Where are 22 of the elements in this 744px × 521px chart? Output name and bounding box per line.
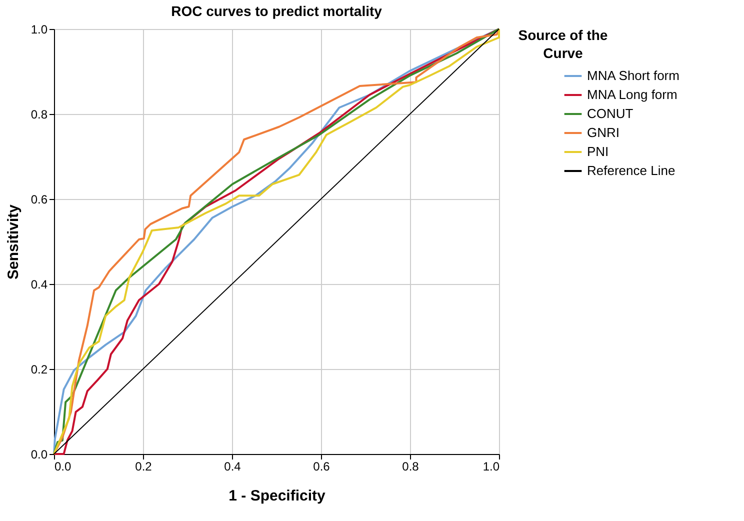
chart-title: ROC curves to predict mortality (171, 3, 382, 19)
legend-label: MNA Short form (587, 68, 680, 83)
legend-label: CONUT (587, 106, 634, 121)
legend-label: GNRI (587, 125, 620, 140)
x-tick-label: 1.0 (482, 460, 500, 474)
legend-label: MNA Long form (587, 87, 678, 102)
y-tick-label: 1.0 (30, 22, 48, 36)
y-tick-label: 0.0 (30, 448, 48, 462)
y-tick-label: 0.8 (30, 108, 48, 122)
x-tick-label: 0.0 (54, 460, 72, 474)
x-tick-label: 0.4 (224, 460, 242, 474)
y-axis-title: Sensitivity (4, 204, 22, 280)
x-axis-title: 1 - Specificity (228, 488, 326, 504)
legend-label: PNI (587, 144, 609, 159)
x-tick-label: 0.8 (402, 460, 420, 474)
y-tick-label: 0.2 (30, 362, 48, 376)
legend-title: Source of the Curve (518, 27, 608, 61)
y-tick-label: 0.4 (30, 278, 48, 292)
x-tick-label: 0.6 (313, 460, 330, 474)
y-tick-label: 0.6 (30, 192, 48, 206)
legend-label: Reference Line (587, 163, 676, 178)
x-tick-label: 0.2 (135, 460, 152, 474)
